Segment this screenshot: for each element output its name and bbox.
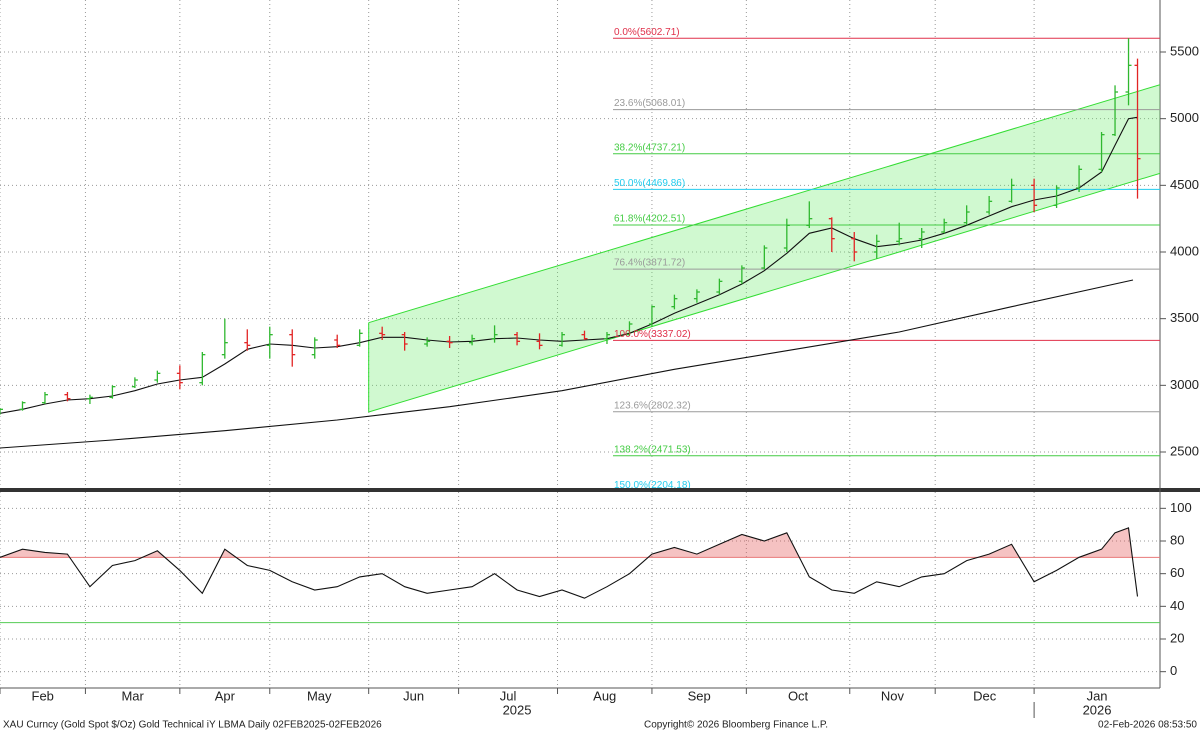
y-tick-label: 60 <box>1170 565 1184 580</box>
x-tick-label: Dec <box>973 688 997 703</box>
y-tick-label: 20 <box>1170 630 1184 645</box>
y-tick-label: 2500 <box>1170 443 1199 458</box>
x-tick-label: Mar <box>121 688 144 703</box>
y-tick-label: 3500 <box>1170 310 1199 325</box>
x-tick-label: Oct <box>788 688 809 703</box>
fib-label: 100.0%(3337.02) <box>614 329 691 340</box>
panel-separator <box>0 488 1200 492</box>
y-tick-label: 40 <box>1170 598 1184 613</box>
y-tick-label: 3000 <box>1170 377 1199 392</box>
fib-label: 23.6%(5068.01) <box>614 98 685 109</box>
y-tick-label: 4000 <box>1170 243 1199 258</box>
x-tick-label: Apr <box>215 688 236 703</box>
x-tick-label: Jan <box>1087 688 1108 703</box>
footer-center: Copyright© 2026 Bloomberg Finance L.P. <box>644 720 828 731</box>
channel-line <box>368 172 1160 413</box>
year-label: 2026 <box>1083 702 1112 717</box>
fib-label: 38.2%(4737.21) <box>614 142 685 153</box>
y-tick-label: 0 <box>1170 663 1177 678</box>
year-label: 2025 <box>503 702 532 717</box>
fib-label: 0.0%(5602.71) <box>614 27 680 38</box>
fib-label: 61.8%(4202.51) <box>614 214 685 225</box>
footer-left: XAU Curncy (Gold Spot $/Oz) Gold Technic… <box>3 720 382 731</box>
footer-right: 02-Feb-2026 08:53:50 <box>1098 720 1197 731</box>
channel-line <box>368 84 1160 324</box>
fib-label: 50.0%(4469.86) <box>614 178 685 189</box>
x-tick-label: Jun <box>403 688 424 703</box>
y-tick-label: 80 <box>1170 532 1184 547</box>
x-tick-label: May <box>307 688 332 703</box>
rsi-line <box>0 527 1139 599</box>
rsi-panel <box>0 492 1160 688</box>
fib-label: 123.6%(2802.32) <box>614 400 691 411</box>
fib-label: 150.0%(2204.18) <box>614 480 691 491</box>
y-tick-label: 5000 <box>1170 110 1199 125</box>
price-panel: 0.0%(5602.71) 23.6%(5068.01) 38.2%(4737.21… <box>0 0 1160 491</box>
y-tick-label: 5500 <box>1170 43 1199 58</box>
x-tick-label: Sep <box>688 688 711 703</box>
x-tick-label: Nov <box>881 688 905 703</box>
x-tick-label: Feb <box>32 688 54 703</box>
fib-label: 76.4%(3871.72) <box>614 258 685 269</box>
x-tick-label: Jul <box>500 688 517 703</box>
y-tick-label: 100 <box>1170 500 1192 515</box>
y-tick-label: 4500 <box>1170 177 1199 192</box>
x-tick-label: Aug <box>593 688 616 703</box>
fib-label: 138.2%(2471.53) <box>614 444 691 455</box>
moving-average <box>0 279 1134 449</box>
